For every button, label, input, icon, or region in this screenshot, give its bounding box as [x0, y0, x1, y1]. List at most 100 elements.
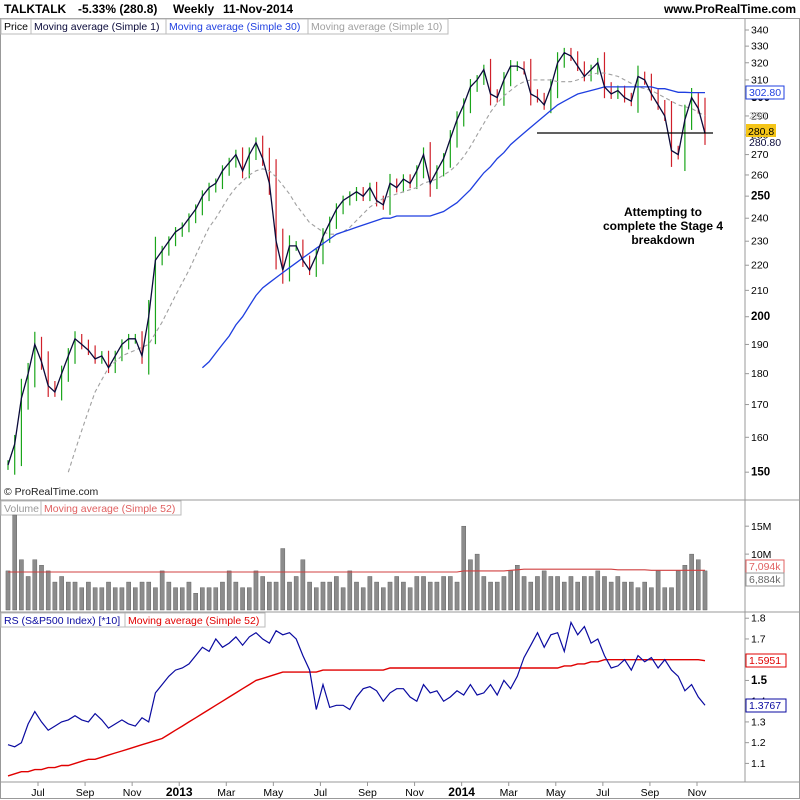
ma1-line — [7, 51, 706, 466]
legend-ma30[interactable]: Moving average (Simple 30) — [169, 21, 300, 33]
rs-lines — [7, 620, 706, 777]
annotation-line-1: Attempting to — [624, 205, 702, 219]
volume-bar — [287, 581, 292, 611]
volume-bar — [220, 581, 225, 611]
legend-ma1[interactable]: Moving average (Simple 1) — [34, 21, 159, 33]
legend-volume[interactable]: Volume — [4, 503, 39, 515]
volume-legend: Volume Moving average (Simple 52) — [0, 500, 182, 516]
legend-ma10[interactable]: Moving average (Simple 10) — [311, 21, 442, 33]
volume-bar — [555, 576, 560, 611]
volume-bar — [427, 581, 433, 611]
volume-bar — [582, 576, 587, 611]
price-tick-label: 190 — [751, 339, 769, 351]
rs-tick-label: 1.5 — [751, 675, 768, 687]
volume-bar — [635, 587, 641, 611]
volume-bar — [448, 576, 453, 611]
time-tick-label: Nov — [405, 787, 424, 799]
volume-bar — [52, 581, 58, 611]
volume-bar — [314, 587, 319, 611]
volume-bar — [226, 570, 232, 611]
price-tick-label: 320 — [751, 57, 769, 69]
volume-bar — [307, 581, 312, 611]
volume-bar — [293, 576, 299, 611]
time-tick-label: Mar — [217, 787, 236, 799]
price-tick-label: 340 — [751, 25, 769, 37]
site-url[interactable]: www.ProRealTime.com — [663, 2, 796, 16]
time-tick-label: May — [546, 787, 567, 799]
volume-bar — [186, 581, 192, 611]
time-tick-label: Sep — [358, 787, 377, 799]
price-tick-label: 200 — [751, 311, 770, 323]
volume-ma-tag-text: 7,094k — [749, 561, 781, 573]
volume-bar — [139, 581, 145, 611]
volume-bar — [133, 587, 138, 611]
volume-bar — [334, 576, 339, 611]
rs-axis: 1.11.21.31.41.51.61.71.8 — [745, 613, 768, 770]
copyright: © ProRealTime.com — [4, 486, 99, 498]
time-tick-label: Jul — [314, 787, 327, 799]
rs-tick-label: 1.1 — [751, 758, 766, 770]
ma10-tag: 290 — [749, 110, 767, 122]
legend-rs[interactable]: RS (S&P500 Index) [*10] — [4, 615, 120, 627]
volume-bar — [99, 587, 105, 611]
time-tick-label: May — [263, 787, 284, 799]
annotation-line-2: complete the Stage 4 — [603, 219, 723, 233]
price-tick-label: 260 — [751, 169, 769, 181]
volume-bar — [387, 581, 393, 611]
volume-bar — [474, 553, 480, 611]
volume-bar — [508, 570, 513, 611]
volume-bar — [608, 581, 614, 611]
price-tick-label: 210 — [751, 285, 769, 297]
legend-volume-ma[interactable]: Moving average (Simple 52) — [44, 503, 175, 515]
time-tick-label: Mar — [500, 787, 519, 799]
volume-bar — [39, 565, 44, 611]
volume-bar — [381, 587, 386, 611]
volume-bar — [528, 581, 534, 611]
time-tick-label: Jul — [31, 787, 44, 799]
volume-bar — [669, 587, 674, 611]
price-tick-label: 290 — [751, 110, 769, 122]
volume-bar — [347, 570, 353, 611]
time-tick-label: Sep — [641, 787, 660, 799]
volume-bar — [59, 576, 64, 611]
rs-ma-tag: 1.5951 — [745, 653, 787, 668]
volume-bar — [19, 559, 24, 611]
price-bars — [7, 47, 706, 475]
volume-bar — [354, 581, 359, 611]
rs-ma-tag-text: 1.5951 — [749, 655, 781, 667]
volume-bar — [454, 581, 460, 611]
price-tick-label: 270 — [751, 149, 769, 161]
legend-rs-ma[interactable]: Moving average (Simple 52) — [128, 615, 259, 627]
volume-axis: 10M 15M — [745, 521, 771, 561]
volume-bar — [642, 581, 647, 611]
volume-bar — [367, 576, 373, 611]
volume-bar — [233, 581, 239, 611]
volume-bar — [561, 581, 567, 611]
volume-bar — [515, 565, 520, 611]
time-tick-label: Jul — [596, 787, 609, 799]
volume-bar — [696, 559, 701, 611]
rs-last-tag: 1.3767 — [745, 698, 787, 713]
ma10-tag-text: 290 — [749, 110, 767, 122]
last-price-tag: 280.8 — [746, 124, 776, 138]
volume-bar — [575, 581, 580, 611]
volume-bar — [173, 587, 178, 611]
volume-bar — [72, 581, 78, 611]
ma1-tag: 280.80 — [749, 137, 781, 149]
volume-bar — [5, 570, 11, 611]
rs-tick-label: 1.8 — [751, 613, 766, 625]
volume-last-tag: 6,884k — [745, 572, 785, 587]
rs-line — [7, 620, 706, 748]
legend-price[interactable]: Price — [4, 21, 28, 33]
volume-bar — [12, 514, 17, 611]
volume-bar — [159, 570, 165, 611]
chart-frame — [0, 18, 800, 799]
volume-lines — [8, 568, 705, 573]
volume-bar — [32, 559, 38, 611]
period-label[interactable]: Weekly — [173, 2, 214, 16]
symbol-name: TALKTALK — [4, 2, 67, 16]
volume-bar — [280, 548, 286, 611]
price-tick-label: 220 — [751, 260, 769, 272]
volume-bar — [240, 587, 245, 611]
time-tick-label: 2014 — [448, 785, 475, 799]
